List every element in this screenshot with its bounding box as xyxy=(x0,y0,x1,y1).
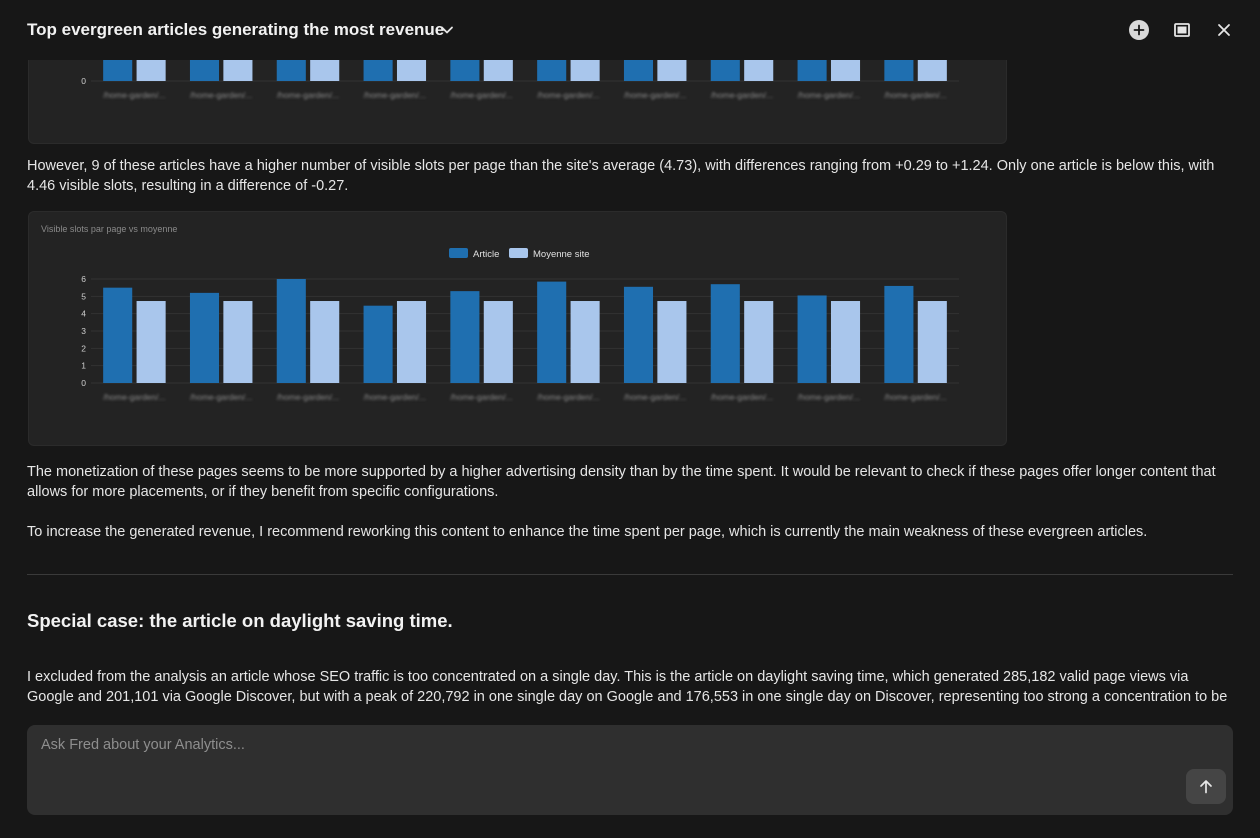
x-tick-label: /home-garden/... xyxy=(103,90,165,100)
x-tick-label: /home-garden/... xyxy=(103,392,165,402)
bar-article xyxy=(450,291,480,383)
bar-site-average xyxy=(310,301,340,383)
legend-label-1: Moyenne site xyxy=(533,249,590,260)
conversation-title: Top evergreen articles generating the mo… xyxy=(27,20,445,39)
x-tick-label: /home-garden/... xyxy=(624,392,686,402)
section-divider xyxy=(27,574,1233,575)
paragraph-recommendation: To increase the generated revenue, I rec… xyxy=(27,524,1148,540)
chat-input-container xyxy=(27,725,1233,815)
bar-site-average xyxy=(744,301,774,383)
bar-article xyxy=(537,281,567,383)
bar-site-average xyxy=(657,301,687,383)
bar-site-average xyxy=(917,301,947,383)
bar-chart-visible-slots: Visible slots par page vs moyenne Article… xyxy=(41,224,959,402)
bar-site-average xyxy=(396,301,427,383)
y-tick-label: 1 xyxy=(81,361,86,371)
bar-site-average xyxy=(570,301,600,383)
send-button[interactable] xyxy=(1186,769,1226,804)
x-tick-label: /home-garden/... xyxy=(450,392,512,402)
y-tick-label: 2 xyxy=(81,343,86,353)
y-tick-label: 0 xyxy=(81,378,86,388)
x-tick-label: /home-garden/... xyxy=(277,392,339,402)
bar-article xyxy=(363,305,393,383)
close-button[interactable] xyxy=(1213,19,1235,41)
x-tick-label: /home-garden/... xyxy=(884,392,946,402)
header-bar: Top evergreen articles generating the mo… xyxy=(0,0,1260,60)
x-tick-label: /home-garden/... xyxy=(190,90,252,100)
x-tick-label: /home-garden/... xyxy=(798,392,860,402)
bar-site-average xyxy=(483,301,513,383)
section-title: Special case: the article on daylight sa… xyxy=(27,610,453,631)
expand-panel-icon xyxy=(1174,23,1190,37)
bar-article xyxy=(189,292,220,383)
bar-article xyxy=(710,284,740,383)
bar-article xyxy=(797,295,827,383)
close-icon xyxy=(1218,24,1230,36)
chart-title: Visible slots par page vs moyenne xyxy=(41,224,177,234)
bar-site-average xyxy=(136,301,166,383)
x-tick-label: /home-garden/... xyxy=(884,90,946,100)
x-tick-label: /home-garden/... xyxy=(711,392,773,402)
bar-article xyxy=(884,285,914,383)
x-tick-label: /home-garden/... xyxy=(364,392,426,402)
x-tick-label: /home-garden/... xyxy=(711,90,773,100)
legend-swatch-0 xyxy=(449,248,468,258)
y-tick-label: 4 xyxy=(81,309,86,319)
bar-article xyxy=(623,286,654,383)
paragraph-visible-slots: However, 9 of these articles have a high… xyxy=(27,158,1215,194)
legend-label-0: Article xyxy=(473,249,499,260)
x-tick-label: /home-garden/... xyxy=(537,90,599,100)
bar-site-average xyxy=(830,301,861,383)
y-tick-label: 6 xyxy=(81,274,86,284)
legend-swatch-1 xyxy=(509,248,528,258)
y-tick-label: 0 xyxy=(81,76,86,86)
chevron-down-icon[interactable] xyxy=(438,21,456,39)
x-tick-label: /home-garden/... xyxy=(277,90,339,100)
paragraph-daylight-saving: I excluded from the analysis an article … xyxy=(27,669,1228,705)
x-tick-label: /home-garden/... xyxy=(537,392,599,402)
bar-article xyxy=(276,279,306,383)
plus-circle-icon xyxy=(1129,20,1149,40)
x-tick-label: /home-garden/... xyxy=(624,90,686,100)
arrow-up-icon xyxy=(1200,780,1212,794)
bar-article xyxy=(103,287,133,383)
chat-input[interactable] xyxy=(39,735,1143,799)
x-tick-label: /home-garden/... xyxy=(364,90,426,100)
x-tick-label: /home-garden/... xyxy=(190,392,252,402)
expand-panel-button[interactable] xyxy=(1171,19,1193,41)
y-tick-label: 5 xyxy=(81,291,86,301)
x-tick-label: /home-garden/... xyxy=(450,90,512,100)
paragraph-monetization: The monetization of these pages seems to… xyxy=(27,464,1216,500)
new-conversation-button[interactable] xyxy=(1128,19,1150,41)
x-tick-label: /home-garden/... xyxy=(798,90,860,100)
bar-site-average xyxy=(223,301,253,383)
chart-card-visible-slots: Visible slots par page vs moyenne Article… xyxy=(28,211,1007,446)
y-tick-label: 3 xyxy=(81,326,86,336)
conversation-area[interactable]: 0 1 0/home-garden/... /home-garden/... /home… xyxy=(0,0,1260,705)
